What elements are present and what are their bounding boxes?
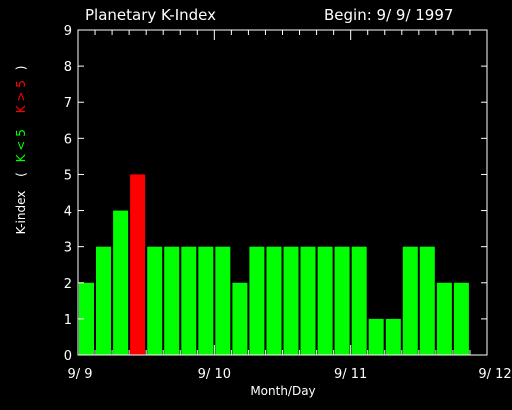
y-tick-label-1: 1 <box>64 313 72 328</box>
y-axis-label-close: ) <box>14 66 28 71</box>
bar-2 <box>113 210 129 355</box>
bar-12 <box>283 246 299 355</box>
bar-7 <box>198 246 214 355</box>
y-tick-label-6: 6 <box>64 132 72 147</box>
bar-17 <box>368 318 384 355</box>
y-tick-label-7: 7 <box>64 96 72 111</box>
y-tick-label-9: 9 <box>64 24 72 39</box>
y-axis-label-open: ( <box>14 172 28 177</box>
bar-6 <box>181 246 197 355</box>
bar-9 <box>232 282 248 355</box>
bar-21 <box>436 282 452 355</box>
bar-8 <box>215 246 231 355</box>
y-tick-label-4: 4 <box>64 205 72 220</box>
bars <box>79 174 469 355</box>
y-axis-label-prefix: K-index <box>14 191 28 235</box>
bar-4 <box>147 246 163 355</box>
bar-0 <box>79 282 94 355</box>
y-tick-label-8: 8 <box>64 60 72 75</box>
x-axis-ticks: 9/ 9 9/ 10 9/ 11 9/ 12 <box>67 30 512 382</box>
x-tick-label-3: 9/ 12 <box>478 367 511 382</box>
bar-14 <box>317 246 333 355</box>
chart-title: Planetary K-Index <box>85 6 216 24</box>
y-axis-label: K-index ( K < 5 K > 5 ) <box>14 66 28 235</box>
bar-15 <box>334 246 350 355</box>
y-tick-label-0: 0 <box>64 349 72 364</box>
y-tick-label-2: 2 <box>64 277 72 292</box>
bar-3 <box>130 174 146 355</box>
bar-11 <box>266 246 282 355</box>
x-tick-label-2: 9/ 11 <box>334 367 367 382</box>
svg-text:K-index ( K < 5: K-index ( K < 5 K > 5 ) <box>14 66 28 235</box>
bar-5 <box>164 246 180 355</box>
x-tick-label-1: 9/ 10 <box>198 367 231 382</box>
chart-subtitle: Begin: 9/ 9/ 1997 <box>324 6 453 24</box>
y-axis-ticks: 0 1 2 3 4 5 6 7 8 9 <box>64 24 487 364</box>
bar-20 <box>419 246 435 355</box>
bar-22 <box>453 282 469 355</box>
x-axis-label: Month/Day <box>250 384 315 398</box>
bar-19 <box>402 246 418 355</box>
plot-frame <box>77 29 488 356</box>
y-axis-label-green: K < 5 <box>14 129 28 162</box>
bar-1 <box>96 246 111 355</box>
bar-13 <box>300 246 316 355</box>
x-tick-label-0: 9/ 9 <box>67 367 92 382</box>
bar-18 <box>385 318 401 355</box>
bar-16 <box>351 246 367 355</box>
bar-10 <box>249 246 265 355</box>
y-tick-label-5: 5 <box>64 168 72 183</box>
y-axis-label-red: K > 5 <box>14 80 28 113</box>
y-tick-label-3: 3 <box>64 241 72 256</box>
